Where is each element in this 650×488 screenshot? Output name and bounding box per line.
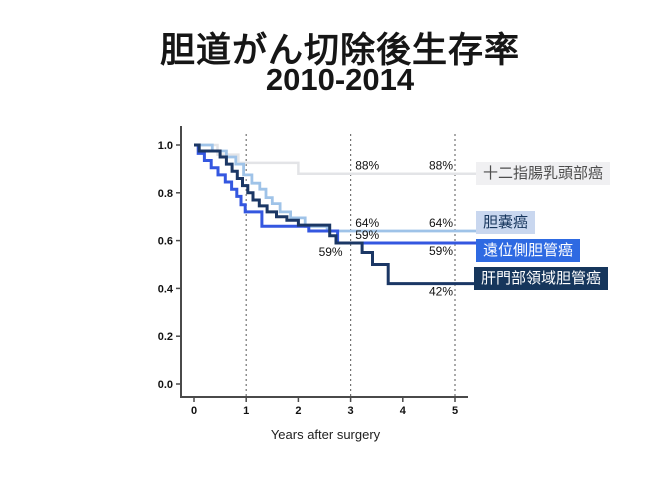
y-tick-label: 0.6 <box>158 236 173 248</box>
y-tick-label: 0.0 <box>158 379 173 391</box>
x-tick-label: 4 <box>400 405 407 417</box>
survival-annotation: 59% <box>429 244 453 258</box>
survival-annotation: 42% <box>429 285 453 299</box>
slide-subtitle: 2010-2014 <box>265 62 415 97</box>
survival-annotation: 59% <box>355 228 379 242</box>
survival-annotation: 64% <box>355 216 379 230</box>
survival-annotation: 64% <box>429 216 453 230</box>
survival-curve-gallbladder <box>194 143 476 233</box>
x-tick-label: 2 <box>295 405 301 417</box>
x-tick-label: 5 <box>452 405 458 417</box>
legend-item-perihilar-bile-duct: 肝門部領域胆管癌 <box>474 267 609 290</box>
survival-annotation: 59% <box>319 245 343 259</box>
y-tick-label: 1.0 <box>158 140 173 152</box>
x-tick-label: 1 <box>243 405 249 417</box>
survival-annotation: 88% <box>429 159 453 173</box>
x-axis-label: Years after surgery <box>270 427 381 442</box>
y-tick-label: 0.4 <box>158 283 174 295</box>
legend-item-papilla: 十二指腸乳頭部癌 <box>476 162 611 185</box>
survival-annotation: 88% <box>355 159 379 173</box>
survival-curve-perihilar-bile-duct <box>194 143 476 286</box>
y-tick-label: 0.8 <box>158 188 173 200</box>
legend-item-distal-bile-duct: 遠位側胆管癌 <box>476 239 581 262</box>
x-tick-label: 0 <box>191 405 197 417</box>
legend-item-gallbladder: 胆嚢癌 <box>476 211 536 234</box>
survival-curve-papilla <box>194 143 476 175</box>
y-tick-label: 0.2 <box>158 331 173 343</box>
x-tick-label: 3 <box>348 405 354 417</box>
slide-title: 胆道がん切除後生存率 <box>159 31 520 70</box>
